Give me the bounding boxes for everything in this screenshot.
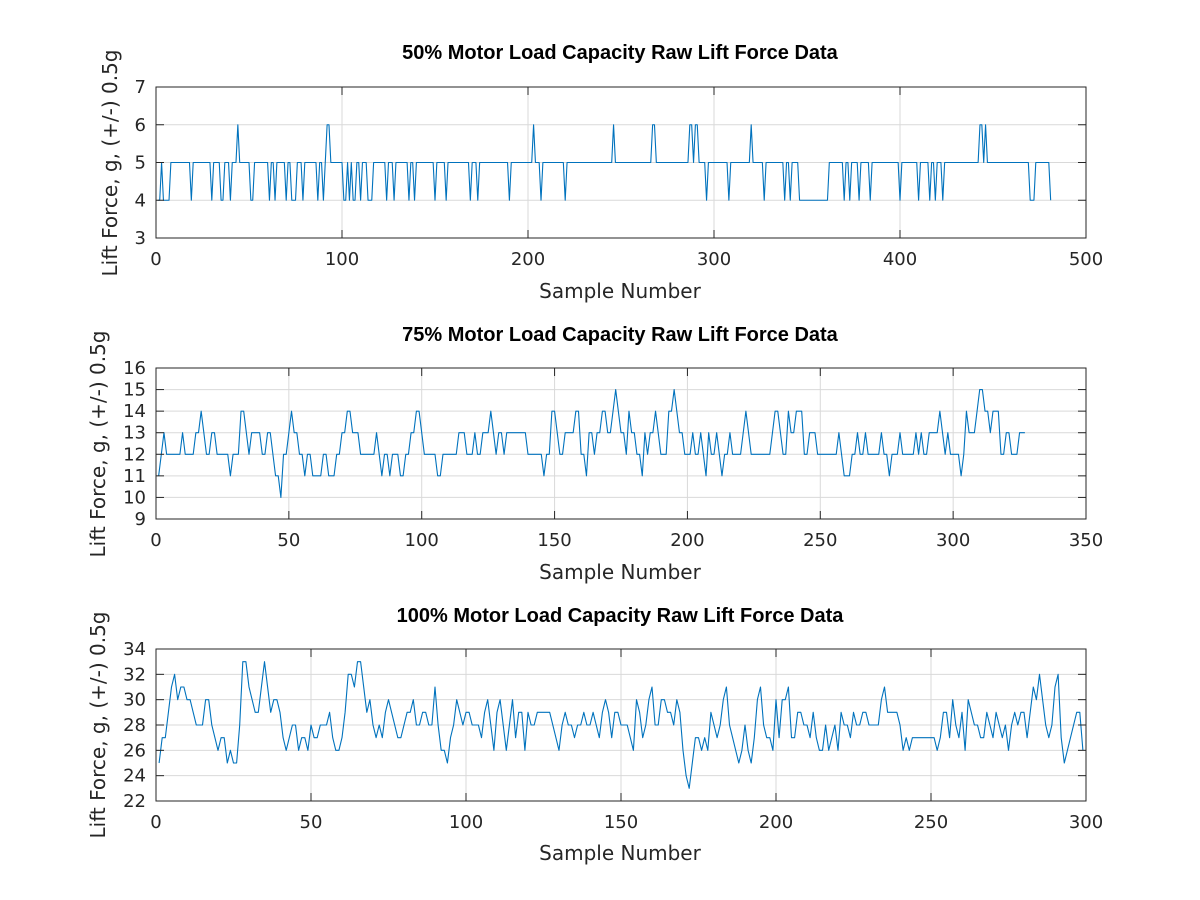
y-tick-label: 30: [123, 690, 146, 711]
chart-title: 75% Motor Load Capacity Raw Lift Force D…: [402, 324, 839, 346]
y-tick-label: 22: [123, 791, 146, 812]
y-tick-label: 11: [123, 466, 146, 487]
x-tick-label: 100: [449, 812, 483, 833]
x-axis-label: Sample Number: [539, 279, 701, 303]
y-axis-label: Lift Force, g, (+/-) 0.5g: [86, 611, 110, 838]
x-tick-label: 50: [300, 812, 323, 833]
y-axis-label: Lift Force, g, (+/-) 0.5g: [98, 49, 122, 276]
x-tick-label: 250: [914, 812, 948, 833]
chart-title: 100% Motor Load Capacity Raw Lift Force …: [397, 605, 845, 627]
chart-title: 50% Motor Load Capacity Raw Lift Force D…: [402, 42, 839, 64]
axes-box: [155, 367, 1087, 520]
series-line: [157, 124, 1052, 201]
series-group: [158, 389, 1025, 498]
y-tick-label: 28: [123, 715, 146, 736]
series-line: [158, 389, 1025, 498]
x-tick-label: 200: [670, 530, 704, 551]
y-tick-label: 32: [123, 664, 146, 685]
x-tick-label: 100: [405, 530, 439, 551]
x-tick-label: 0: [150, 812, 161, 833]
y-tick-label: 7: [135, 77, 146, 98]
x-tick-label: 0: [150, 249, 161, 270]
x-tick-label: 200: [511, 249, 545, 270]
x-tick-label: 150: [537, 530, 571, 551]
y-tick-label: 9: [135, 509, 146, 530]
x-tick-label: 0: [150, 530, 161, 551]
subplot-3: 100% Motor Load Capacity Raw Lift Force …: [86, 605, 1103, 865]
x-tick-label: 200: [759, 812, 793, 833]
x-tick-label: 500: [1069, 249, 1103, 270]
y-tick-label: 34: [123, 639, 146, 660]
x-tick-label: 350: [1069, 530, 1103, 551]
y-tick-label: 13: [123, 423, 146, 444]
x-tick-label: 300: [936, 530, 970, 551]
tick-group: 0 50 100 150 200 250 300 22 24 26 28 30 32 34: [123, 639, 1103, 833]
x-tick-label: 50: [277, 530, 300, 551]
tick-group: 0 100 200 300 400 500 3 4 5 6 7: [135, 77, 1104, 270]
x-tick-label: 300: [697, 249, 731, 270]
y-tick-label: 6: [135, 115, 146, 136]
subplot-2: 75% Motor Load Capacity Raw Lift Force D…: [86, 324, 1103, 584]
y-tick-label: 5: [135, 153, 146, 174]
y-tick-label: 26: [123, 740, 146, 761]
series-line: [158, 661, 1084, 789]
y-axis-label: Lift Force, g, (+/-) 0.5g: [86, 330, 110, 557]
x-tick-label: 400: [883, 249, 917, 270]
x-tick-label: 250: [803, 530, 837, 551]
y-tick-label: 10: [123, 487, 146, 508]
y-tick-label: 3: [135, 228, 146, 249]
x-tick-label: 100: [325, 249, 359, 270]
y-tick-label: 14: [123, 401, 146, 422]
subplot-1: 50% Motor Load Capacity Raw Lift Force D…: [98, 42, 1103, 303]
series-group: [158, 661, 1084, 789]
y-tick-label: 15: [123, 380, 146, 401]
x-axis-label: Sample Number: [539, 560, 701, 584]
y-tick-label: 12: [123, 444, 146, 465]
x-axis-label: Sample Number: [539, 841, 701, 865]
series-group: [157, 124, 1052, 201]
x-tick-label: 150: [604, 812, 638, 833]
y-tick-label: 4: [135, 190, 146, 211]
x-tick-label: 300: [1069, 812, 1103, 833]
y-tick-label: 24: [123, 766, 146, 787]
y-tick-label: 16: [123, 358, 146, 379]
